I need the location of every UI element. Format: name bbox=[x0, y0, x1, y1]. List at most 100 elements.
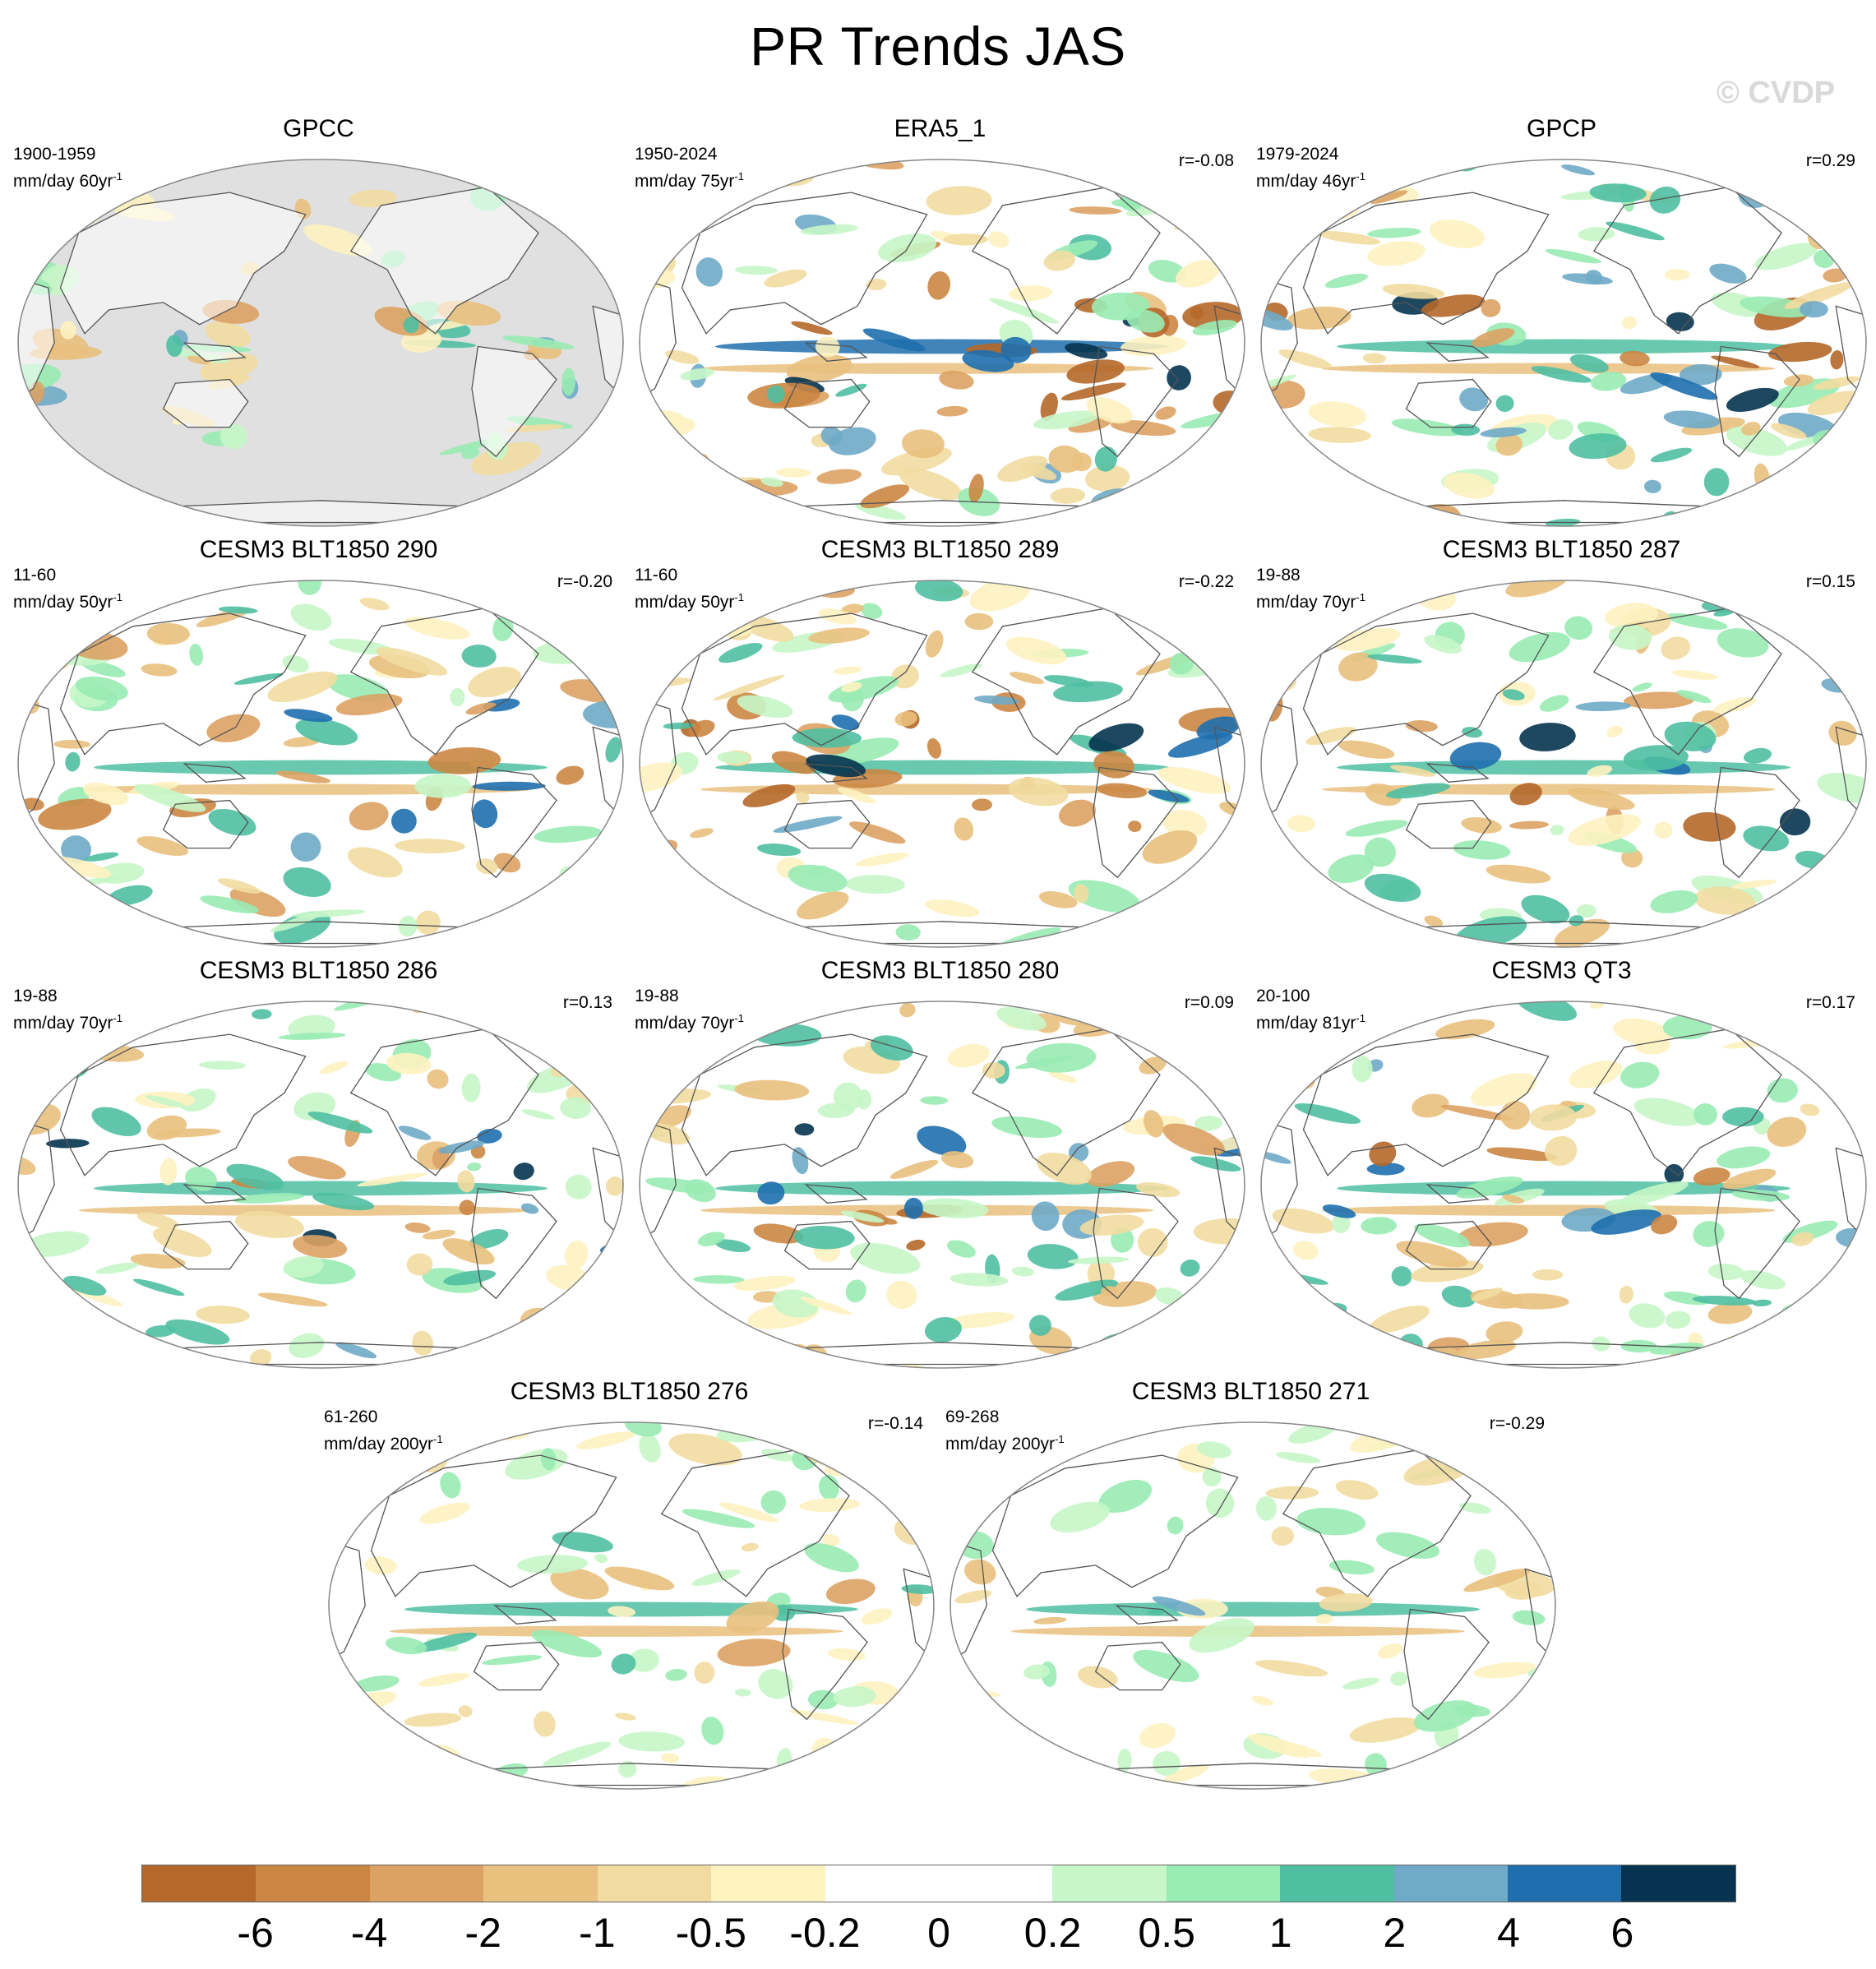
trend-blob bbox=[1054, 580, 1083, 589]
map-panel: CESM3 BLT1850 290 11-60 mm/day 50yr-1 r=-0.… bbox=[8, 536, 629, 948]
trend-blob bbox=[1202, 1467, 1222, 1487]
trend-blob bbox=[1043, 250, 1076, 271]
trend-blob bbox=[628, 1648, 659, 1672]
coastline bbox=[473, 1641, 560, 1691]
colorbar-segment bbox=[483, 1865, 598, 1902]
trend-blob bbox=[1196, 1441, 1231, 1458]
trend-blob bbox=[1535, 1684, 1553, 1713]
trend-blob bbox=[1086, 1003, 1156, 1021]
trend-blob bbox=[605, 737, 621, 763]
trend-blob bbox=[1028, 1315, 1051, 1336]
trend-blob bbox=[1807, 391, 1862, 416]
trend-blob bbox=[1093, 751, 1134, 779]
trend-blob bbox=[969, 1748, 1037, 1769]
trend-blob bbox=[1672, 670, 1718, 680]
map-panel: GPCC 1900-1959 mm/day 60yr-1 bbox=[8, 115, 629, 527]
trend-blob bbox=[1731, 1189, 1791, 1202]
trend-blob bbox=[1167, 365, 1191, 391]
trend-blob bbox=[1486, 864, 1551, 884]
trend-blob bbox=[1279, 879, 1296, 903]
trend-blob bbox=[458, 1705, 473, 1717]
trend-blob bbox=[1332, 1213, 1351, 1233]
trend-blob bbox=[1073, 884, 1089, 904]
coastline bbox=[592, 1147, 623, 1241]
trend-blob bbox=[1143, 1110, 1164, 1138]
trend-blob bbox=[461, 1073, 481, 1102]
coastline bbox=[640, 699, 677, 820]
trend-blob bbox=[1210, 1279, 1245, 1303]
trend-blob bbox=[1620, 350, 1650, 367]
trend-blob bbox=[1449, 742, 1502, 770]
trend-blob bbox=[1780, 905, 1848, 934]
trend-blob bbox=[1521, 1736, 1555, 1769]
coastline bbox=[471, 345, 557, 458]
trend-blob bbox=[1365, 1753, 1387, 1777]
trend-blob bbox=[1352, 1056, 1373, 1083]
trend-blob bbox=[357, 1172, 427, 1187]
trend-blob bbox=[714, 1239, 751, 1253]
map-panel: CESM3 QT3 20-100 mm/day 81yr-1 r=0.17 bbox=[1251, 957, 1872, 1369]
trend-blob bbox=[395, 839, 465, 854]
trend-blob bbox=[83, 782, 129, 806]
trend-blob bbox=[886, 1280, 917, 1310]
trend-blob bbox=[761, 1449, 794, 1462]
colorbar-segment bbox=[711, 1865, 825, 1902]
map-frame bbox=[639, 159, 1245, 527]
period-label: 1900-1959 bbox=[13, 145, 96, 164]
trend-blob bbox=[1664, 721, 1717, 751]
trend-blob bbox=[1319, 1592, 1373, 1612]
trend-blob bbox=[1148, 789, 1190, 803]
trend-blob bbox=[860, 484, 910, 509]
trend-blob bbox=[349, 802, 389, 831]
trend-blob bbox=[1398, 159, 1446, 171]
coastline bbox=[1093, 1187, 1179, 1300]
trend-blob bbox=[1366, 1162, 1405, 1176]
colorbar-tick-label: 1 bbox=[1268, 1910, 1292, 1956]
trend-blob bbox=[1293, 1241, 1319, 1260]
trend-blob bbox=[1012, 1266, 1034, 1277]
coastline bbox=[162, 799, 249, 849]
trend-blob bbox=[1857, 660, 1866, 677]
trend-blob bbox=[1189, 1618, 1255, 1653]
trend-blob bbox=[1621, 848, 1643, 868]
trend-blob bbox=[1591, 1209, 1662, 1235]
figure-title: PR Trends JAS bbox=[750, 16, 1126, 76]
trend-blob bbox=[1531, 1449, 1553, 1458]
coastline bbox=[681, 1033, 928, 1176]
trend-blob bbox=[1261, 633, 1276, 652]
trend-blob bbox=[199, 1061, 247, 1070]
trend-blob bbox=[134, 783, 206, 812]
trend-blob bbox=[1051, 1001, 1126, 1027]
trend-blob bbox=[1367, 241, 1425, 266]
trend-blob bbox=[920, 1096, 949, 1105]
trend-blob bbox=[284, 709, 333, 723]
trend-blob bbox=[44, 906, 113, 933]
coastline bbox=[950, 1541, 987, 1662]
trend-blob bbox=[794, 1780, 822, 1789]
colorbar-tick-label: -6 bbox=[237, 1910, 274, 1956]
trend-blob bbox=[1248, 1734, 1310, 1759]
coastline bbox=[660, 1449, 850, 1597]
period-units-label: 1979-2024 mm/day 46yr-1 bbox=[1256, 143, 1365, 192]
trend-blob bbox=[815, 1426, 839, 1444]
trend-blob bbox=[1261, 1322, 1278, 1346]
trend-blob bbox=[1261, 421, 1293, 441]
trend-blob bbox=[465, 702, 497, 715]
units-label: mm/day 200yr-1 bbox=[945, 1433, 1065, 1454]
coastline bbox=[59, 192, 307, 335]
trend-blob bbox=[663, 644, 696, 652]
coastline bbox=[162, 1220, 249, 1270]
pattern-correlation: r=0.17 bbox=[1805, 993, 1855, 1012]
trend-blob bbox=[591, 904, 619, 915]
coastline bbox=[1768, 1023, 1813, 1054]
coastline bbox=[1213, 726, 1245, 820]
trend-band bbox=[1321, 1204, 1776, 1216]
trend-blob bbox=[962, 349, 1014, 372]
period-label: 11-60 bbox=[635, 566, 678, 585]
colorbar-tick-label: 0 bbox=[927, 1910, 950, 1956]
trend-blob bbox=[1084, 465, 1130, 492]
trend-blob bbox=[1026, 1042, 1097, 1073]
trend-blob bbox=[771, 751, 817, 774]
trend-blob bbox=[1545, 248, 1601, 264]
trend-blob bbox=[1621, 316, 1638, 330]
